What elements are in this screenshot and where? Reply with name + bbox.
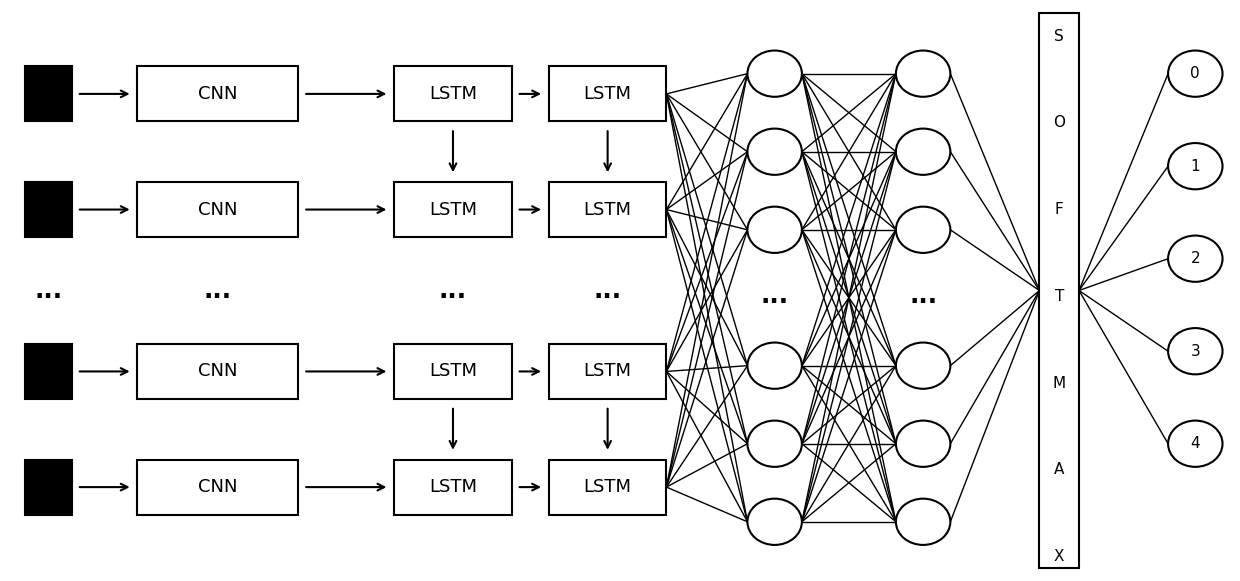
Text: M: M xyxy=(1053,375,1065,390)
Text: X: X xyxy=(1054,549,1064,564)
Ellipse shape xyxy=(748,51,802,97)
Text: F: F xyxy=(1055,202,1064,217)
Text: 4: 4 xyxy=(1190,436,1200,451)
Text: 1: 1 xyxy=(1190,159,1200,174)
Text: A: A xyxy=(1054,462,1064,477)
Text: LSTM: LSTM xyxy=(429,363,477,381)
Ellipse shape xyxy=(748,207,802,253)
Text: LSTM: LSTM xyxy=(584,478,631,496)
Text: LSTM: LSTM xyxy=(429,200,477,218)
Ellipse shape xyxy=(1168,235,1223,282)
Bar xyxy=(25,460,72,515)
Text: LSTM: LSTM xyxy=(584,200,631,218)
Text: LSTM: LSTM xyxy=(584,363,631,381)
Text: 3: 3 xyxy=(1190,344,1200,358)
Text: LSTM: LSTM xyxy=(429,478,477,496)
Bar xyxy=(25,344,72,399)
Text: ...: ... xyxy=(439,278,467,303)
Text: O: O xyxy=(1053,115,1065,130)
Text: CNN: CNN xyxy=(198,85,238,103)
Text: 2: 2 xyxy=(1190,251,1200,266)
Text: ...: ... xyxy=(35,278,62,303)
Ellipse shape xyxy=(748,498,802,545)
Ellipse shape xyxy=(897,128,950,175)
Text: S: S xyxy=(1054,28,1064,44)
Bar xyxy=(549,182,666,237)
Ellipse shape xyxy=(1168,51,1223,97)
Ellipse shape xyxy=(897,343,950,389)
Text: CNN: CNN xyxy=(198,363,238,381)
Bar xyxy=(394,460,512,515)
Bar xyxy=(1039,13,1079,568)
Bar xyxy=(549,66,666,121)
Text: 0: 0 xyxy=(1190,66,1200,81)
Bar xyxy=(394,182,512,237)
Bar xyxy=(138,344,299,399)
Ellipse shape xyxy=(897,498,950,545)
Text: CNN: CNN xyxy=(198,200,238,218)
Bar xyxy=(394,66,512,121)
Text: LSTM: LSTM xyxy=(584,85,631,103)
Text: CNN: CNN xyxy=(198,478,238,496)
Text: ...: ... xyxy=(760,284,789,309)
Text: LSTM: LSTM xyxy=(429,85,477,103)
Ellipse shape xyxy=(897,421,950,467)
Bar xyxy=(138,460,299,515)
Bar xyxy=(549,460,666,515)
Bar xyxy=(394,344,512,399)
Ellipse shape xyxy=(1168,143,1223,189)
Bar xyxy=(25,182,72,237)
Ellipse shape xyxy=(748,343,802,389)
Bar xyxy=(25,66,72,121)
Ellipse shape xyxy=(897,207,950,253)
Text: ...: ... xyxy=(594,278,621,303)
Ellipse shape xyxy=(1168,328,1223,374)
Text: ...: ... xyxy=(909,284,937,309)
Text: ...: ... xyxy=(203,278,232,303)
Bar xyxy=(138,182,299,237)
Ellipse shape xyxy=(1168,421,1223,467)
Bar xyxy=(138,66,299,121)
Ellipse shape xyxy=(748,128,802,175)
Bar xyxy=(549,344,666,399)
Ellipse shape xyxy=(748,421,802,467)
Ellipse shape xyxy=(897,51,950,97)
Text: T: T xyxy=(1054,289,1064,304)
